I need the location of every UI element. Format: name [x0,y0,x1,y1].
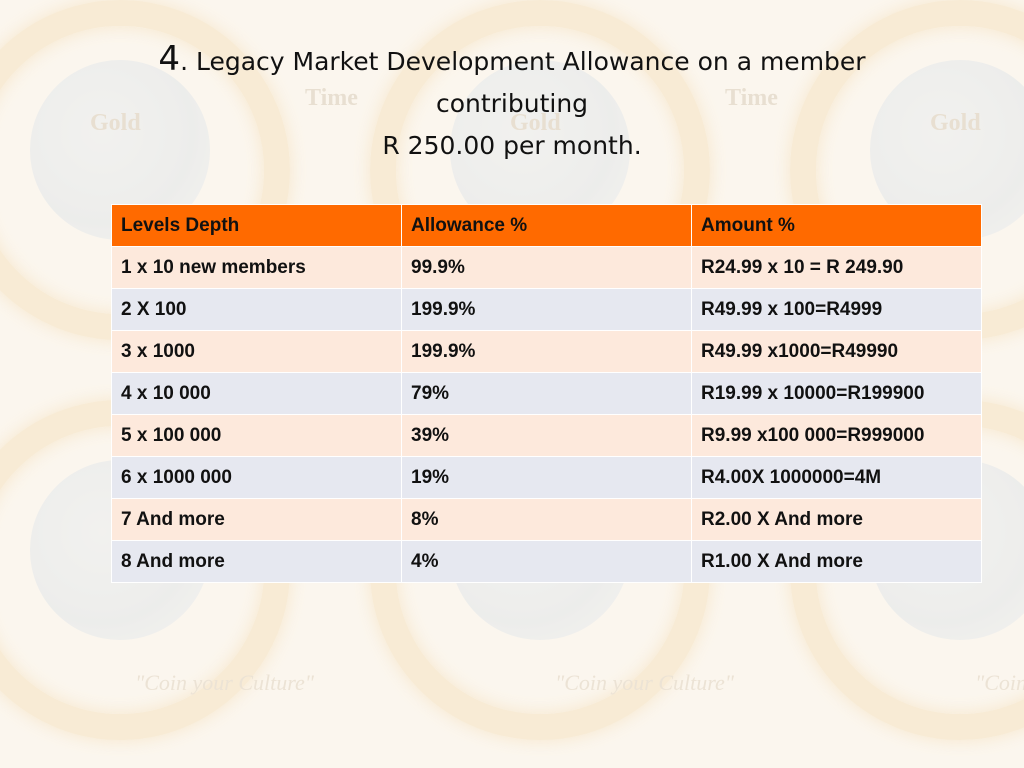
cell-allowance: 79% [401,372,692,415]
table-row: 3 x 1000 199.9% R49.99 x1000=R49990 [111,330,982,373]
cell-level: 5 x 100 000 [111,414,402,457]
cell-allowance: 39% [401,414,692,457]
table-row: 1 x 10 new members 99.9% R24.99 x 10 = R… [111,246,982,289]
cell-amount: R2.00 X And more [691,498,982,541]
cell-level: 4 x 10 000 [111,372,402,415]
cell-level: 3 x 1000 [111,330,402,373]
title-line-1: . Legacy Market Development Allowance on… [180,47,866,76]
cell-level: 8 And more [111,540,402,583]
cell-amount: R4.00X 1000000=4M [691,456,982,499]
table-row: 8 And more 4% R1.00 X And more [111,540,982,583]
table-row: 6 x 1000 000 19% R4.00X 1000000=4M [111,456,982,499]
cell-level: 2 X 100 [111,288,402,331]
header-amount: Amount % [691,204,982,247]
header-allowance: Allowance % [401,204,692,247]
cell-level: 1 x 10 new members [111,246,402,289]
cell-level: 6 x 1000 000 [111,456,402,499]
table-row: 4 x 10 000 79% R19.99 x 10000=R199900 [111,372,982,415]
cell-amount: R49.99 x 100=R4999 [691,288,982,331]
title-line-2: contributing [435,89,589,118]
cell-amount: R49.99 x1000=R49990 [691,330,982,373]
cell-allowance: 19% [401,456,692,499]
cell-allowance: 199.9% [401,330,692,373]
table-row: 7 And more 8% R2.00 X And more [111,498,982,541]
cell-amount: R9.99 x100 000=R999000 [691,414,982,457]
cell-allowance: 99.9% [401,246,692,289]
cell-allowance: 4% [401,540,692,583]
title-line-3: R 250.00 per month. [382,131,642,160]
cell-amount: R19.99 x 10000=R199900 [691,372,982,415]
cell-level: 7 And more [111,498,402,541]
header-levels-depth: Levels Depth [111,204,402,247]
cell-amount: R1.00 X And more [691,540,982,583]
cell-allowance: 8% [401,498,692,541]
slide-title: 4. Legacy Market Development Allowance o… [100,38,924,167]
table-header-row: Levels Depth Allowance % Amount % [111,204,982,247]
table-row: 2 X 100 199.9% R49.99 x 100=R4999 [111,288,982,331]
cell-amount: R24.99 x 10 = R 249.90 [691,246,982,289]
table-row: 5 x 100 000 39% R9.99 x100 000=R999000 [111,414,982,457]
allowance-table: Levels Depth Allowance % Amount % 1 x 10… [111,204,982,583]
title-number: 4 [158,39,181,79]
cell-allowance: 199.9% [401,288,692,331]
allowance-table-container: Levels Depth Allowance % Amount % 1 x 10… [111,204,982,583]
